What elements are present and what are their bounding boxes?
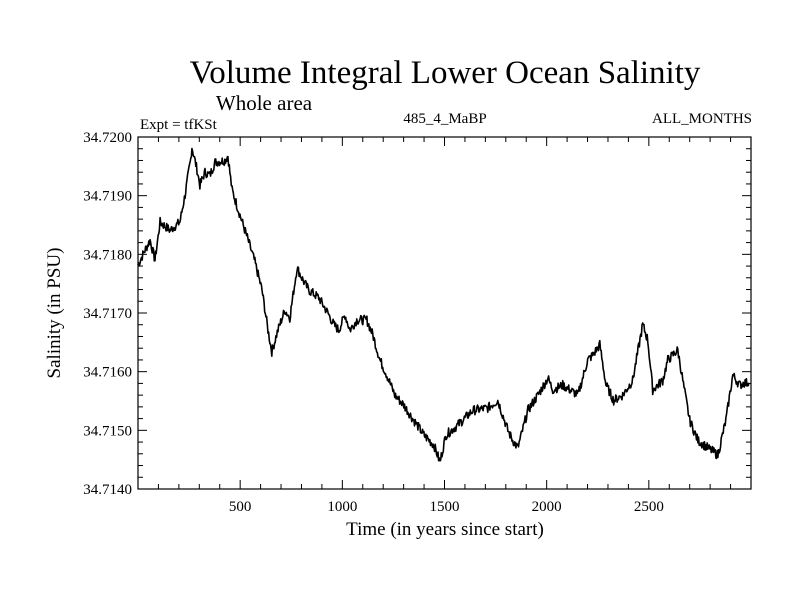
plot-area (137, 147, 750, 462)
y-tick-label: 34.7190 (83, 189, 132, 205)
plot-frame (137, 136, 752, 490)
series-line-salinity (137, 147, 750, 462)
x-tick-label: 1500 (430, 499, 460, 515)
x-tick-label: 2000 (532, 499, 562, 515)
x-tick-label: 2500 (634, 499, 664, 515)
x-axis-title: Time (in years since start) (346, 519, 544, 540)
y-axis: 34.7140 34.7150 34.7160 34.7170 34.7180 34.71… (83, 130, 751, 498)
y-axis-title: Salinity (in PSU) (44, 248, 65, 379)
chart-title: Volume Integral Lower Ocean Salinity (190, 55, 701, 91)
annotation-left: Expt = tfKSt (140, 117, 218, 133)
y-tick-label: 34.7200 (83, 130, 132, 146)
y-tick-label: 34.7160 (83, 365, 132, 381)
y-tick-label: 34.7140 (83, 482, 132, 498)
x-tick-label: 500 (229, 499, 252, 515)
y-tick-label: 34.7150 (83, 423, 132, 439)
x-axis: 500 1000 1500 2000 2500 (157, 137, 732, 515)
y-tick-label: 34.7180 (83, 247, 132, 263)
x-tick-label: 1000 (327, 499, 357, 515)
annotation-center: 485_4_MaBP (403, 111, 486, 127)
annotation-right: ALL_MONTHS (652, 111, 752, 127)
y-tick-label: 34.7170 (83, 306, 132, 322)
chart-subtitle: Whole area (216, 91, 313, 115)
